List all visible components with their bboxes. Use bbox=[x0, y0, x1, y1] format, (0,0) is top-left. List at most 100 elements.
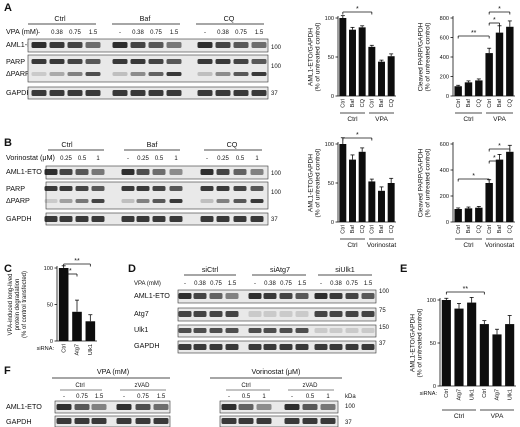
y-tick-label: 600 bbox=[440, 36, 449, 42]
blot-band bbox=[122, 186, 135, 191]
x-tick-label: Baf bbox=[497, 99, 503, 108]
chart-e-aml1eto: 050100AML1-ETO/GAPDH(% of untreated cont… bbox=[409, 286, 516, 420]
blot-band bbox=[251, 186, 264, 191]
blot-band bbox=[315, 293, 328, 299]
blot-d-dose: - bbox=[184, 281, 186, 287]
blot-f-dose: 0.75 bbox=[76, 394, 88, 400]
blot-band bbox=[137, 186, 150, 191]
blot-a-dose: 1.5 bbox=[89, 30, 98, 36]
x-tick-label: Ctrl bbox=[61, 344, 67, 353]
blot-b-dose: 0.5 bbox=[236, 156, 245, 162]
y-tick-label: 100 bbox=[427, 298, 436, 304]
blot-band bbox=[330, 344, 343, 350]
group-label: Vorinostat bbox=[367, 242, 396, 249]
blot-a-dose: 0.38 bbox=[51, 30, 63, 36]
significance-label: * bbox=[472, 173, 475, 180]
bar bbox=[349, 160, 356, 222]
blot-band bbox=[86, 72, 101, 76]
blot-a-dose: 0.75 bbox=[235, 30, 247, 36]
blot-d-group-siatg7: siAtg7 bbox=[270, 265, 290, 274]
group-label: VPA bbox=[493, 116, 506, 123]
blot-band bbox=[315, 328, 328, 333]
blot-band bbox=[226, 293, 239, 299]
significance-label: * bbox=[69, 268, 72, 275]
blot-f-group: zVAD bbox=[135, 383, 151, 389]
blot-f-mw: 37 bbox=[345, 420, 352, 426]
bar bbox=[442, 300, 451, 386]
blot-band bbox=[201, 216, 214, 222]
x-tick-label: CQ bbox=[389, 224, 395, 233]
blot-band bbox=[252, 59, 267, 64]
blot-band bbox=[234, 42, 249, 48]
significance-label: ** bbox=[74, 258, 80, 265]
y-axis-label: VPA-induced long-livedprotein degradatio… bbox=[8, 271, 28, 338]
blot-f-group: zVAD bbox=[303, 383, 319, 389]
blot-d-dose: 0.38 bbox=[194, 281, 206, 287]
blot-d-group-siulk1: siUlk1 bbox=[335, 265, 355, 274]
blot-band bbox=[280, 311, 293, 317]
x-tick-label: Ulk1 bbox=[88, 344, 94, 355]
blot-band bbox=[198, 59, 213, 64]
x-tick-label: CQ bbox=[476, 98, 482, 107]
blot-band bbox=[201, 186, 214, 191]
bar bbox=[368, 181, 375, 222]
blot-band bbox=[167, 72, 182, 76]
blot-band bbox=[234, 72, 249, 76]
bar bbox=[339, 144, 346, 222]
blot-f-dose: 1 bbox=[262, 394, 266, 400]
significance-label: * bbox=[498, 143, 501, 150]
blot-band bbox=[217, 216, 230, 222]
blot-band bbox=[137, 216, 150, 222]
blot-band bbox=[296, 344, 309, 350]
blot-f-group: Ctrl bbox=[75, 383, 84, 389]
bar bbox=[485, 183, 492, 222]
blot-band bbox=[249, 328, 262, 333]
blot-a-mw: 37 bbox=[271, 91, 278, 97]
x-tick-label: Atg7 bbox=[495, 389, 501, 401]
group-label: Ctrl bbox=[347, 242, 358, 249]
blot-band bbox=[76, 199, 89, 203]
blot-band bbox=[154, 404, 169, 410]
blot-b-row-label: ΔPARP bbox=[6, 196, 30, 205]
x-tick-label: CQ bbox=[389, 98, 395, 107]
blot-band bbox=[50, 59, 65, 64]
y-tick-label: 600 bbox=[440, 142, 449, 148]
bar bbox=[465, 208, 472, 222]
chart-b-aml1eto: 050100AML1-ETO/GAPDH(% of untreated cont… bbox=[307, 132, 396, 249]
blot-band bbox=[92, 199, 105, 203]
blot-band bbox=[45, 186, 58, 191]
blot-f-dose: - bbox=[63, 394, 65, 400]
blot-d-row-label: Atg7 bbox=[134, 309, 149, 318]
blot-band bbox=[131, 42, 146, 48]
blot-a-row-label: PARP bbox=[6, 57, 25, 66]
y-axis-label: AML1-ETO/GAPDH(% of untreated control) bbox=[307, 23, 321, 92]
blot-a-row-label: ΔPARP bbox=[6, 69, 30, 78]
blot-band bbox=[170, 216, 183, 222]
blot-d-mw: 100 bbox=[379, 289, 390, 295]
blot-b-mw: 37 bbox=[271, 217, 278, 223]
blot-band bbox=[136, 418, 151, 424]
bar bbox=[72, 312, 82, 341]
bar bbox=[59, 268, 69, 341]
blot-d-group-sictrl: siCtrl bbox=[202, 265, 219, 274]
blot-band bbox=[217, 186, 230, 191]
x-tick-label: Ulk1 bbox=[469, 389, 475, 400]
blot-band bbox=[113, 90, 128, 96]
blot-d-mw: 75 bbox=[379, 308, 386, 314]
significance-label: ** bbox=[471, 30, 477, 37]
y-tick-label: 50 bbox=[328, 55, 334, 61]
blot-band bbox=[210, 328, 223, 333]
blot-band bbox=[280, 344, 293, 350]
blot-f-strip-vor-aml1eto bbox=[220, 401, 338, 413]
blot-band bbox=[226, 344, 239, 350]
panel-letter-f: F bbox=[4, 365, 11, 377]
blot-band bbox=[216, 90, 231, 96]
blot-band bbox=[303, 404, 318, 410]
blot-band bbox=[60, 199, 73, 203]
bar bbox=[349, 30, 356, 96]
blot-band bbox=[222, 418, 237, 424]
group-label: Ctrl bbox=[347, 116, 358, 123]
blot-band bbox=[45, 199, 58, 203]
x-tick-label: Ctrl bbox=[487, 99, 493, 108]
bar bbox=[378, 191, 385, 222]
